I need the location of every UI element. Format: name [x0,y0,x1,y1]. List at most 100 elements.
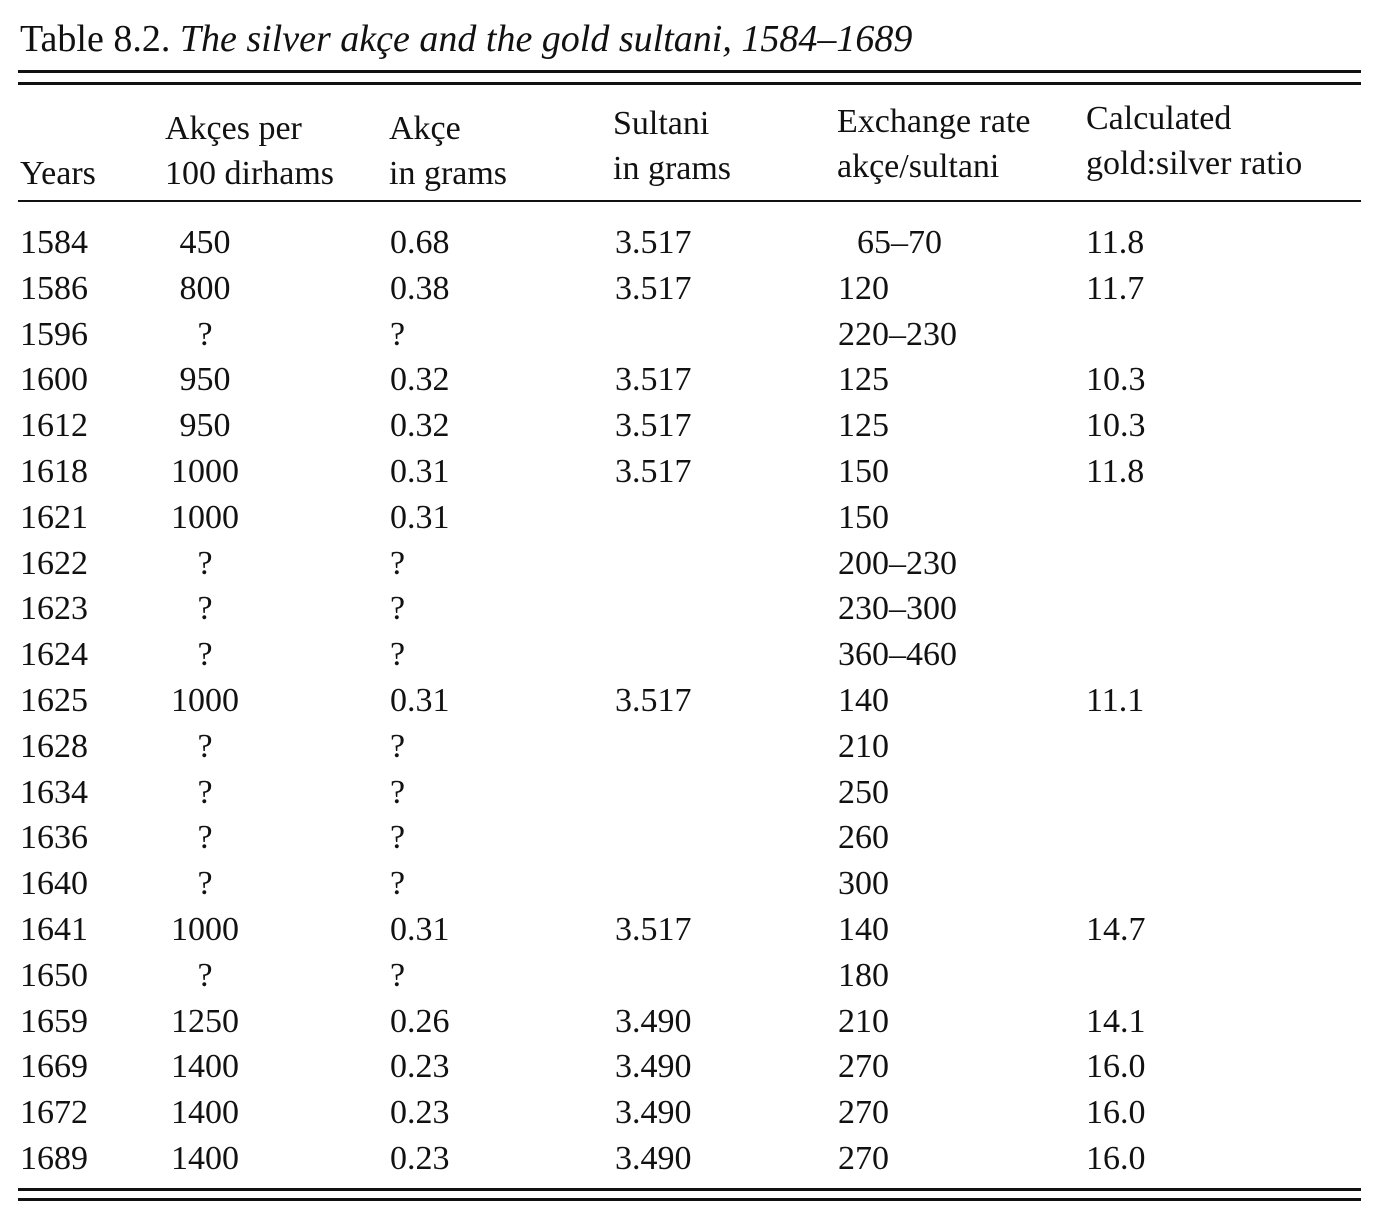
table-row: 1622?? 200–230 [0,541,1397,587]
cell-akce-in-grams: ? [390,819,406,857]
cell-gold-silver-ratio: 10.3 [1086,407,1146,445]
table-row: 1625 1000 0.31 3.517 140 11.1 [0,678,1397,724]
header-sultani-line2: in grams [613,150,732,187]
cell-exchange-rate: 300 [838,865,889,903]
cell-year: 1621 [20,498,88,536]
cell-gold-silver-ratio: 11.8 [1086,453,1145,490]
table-row: 1618 1000 0.31 3.517 150 11.8 [0,449,1397,495]
cell-exchange-rate: 150 [838,453,889,490]
cell-sultani-in-grams: 3.517 [615,361,692,399]
cell-gold-silver-ratio: 11.7 [1086,269,1145,307]
header-exchange-line2: akçe/sultani [837,148,1000,185]
table-row: 1621 1000 0.31 150 [0,495,1397,541]
table-row: 1600 950 0.32 3.517 125 10.3 [0,357,1397,403]
table-row: 1650?? 180 [0,953,1397,999]
cell-akce-in-grams: 0.23 [390,1048,450,1086]
cell-akce-in-grams: 0.68 [390,224,450,261]
cell-sultani-in-grams: 3.490 [615,1094,692,1132]
cell-year: 1600 [20,361,88,399]
cell-sultani-in-grams: 3.517 [615,453,692,490]
cell-sultani-in-grams: 3.517 [615,269,692,307]
top-rule-upper [18,70,1361,73]
table-row: 1669 1400 0.23 3.490 270 16.0 [0,1044,1397,1090]
header-years-line2: Years [20,155,96,192]
cell-exchange-rate: 270 [838,1094,889,1132]
cell-year: 1618 [20,453,88,490]
cell-year: 1634 [20,773,88,811]
cell-year: 1584 [20,224,88,261]
cell-akce-in-grams: 0.26 [390,1002,450,1040]
header-akce-grams-line2: in grams [389,155,508,192]
cell-year: 1689 [20,1140,88,1177]
cell-year: 1640 [20,865,88,903]
header-bottom-rule [18,200,1361,202]
cell-sultani-in-grams: 3.517 [615,682,692,719]
cell-exchange-rate: 150 [838,498,889,536]
table-row: 1636?? 260 [0,815,1397,861]
cell-akce-in-grams: 0.31 [390,453,450,490]
cell-akce-in-grams: 0.31 [390,682,450,719]
cell-gold-silver-ratio: 14.1 [1086,1002,1146,1040]
cell-gold-silver-ratio: 16.0 [1086,1094,1146,1132]
table-caption: Table 8.2. The silver akçe and the gold … [20,14,912,64]
table-row: 1612 950 0.32 3.517 125 10.3 [0,403,1397,449]
table-row: 1628?? 210 [0,724,1397,770]
cell-exchange-rate: 210 [838,727,889,765]
cell-akce-in-grams: ? [390,636,406,674]
table-row: 1672 1400 0.23 3.490 270 16.0 [0,1090,1397,1136]
cell-gold-silver-ratio: 16.0 [1086,1048,1146,1086]
cell-gold-silver-ratio: 16.0 [1086,1140,1146,1177]
cell-gold-silver-ratio: 11.1 [1086,682,1145,719]
cell-exchange-rate: 65–70 [857,224,942,261]
cell-year: 1636 [20,819,88,857]
cell-gold-silver-ratio: 14.7 [1086,911,1146,948]
cell-year: 1586 [20,269,88,307]
cell-year: 1625 [20,682,88,719]
table-row: 1659 1250 0.26 3.490 210 14.1 [0,999,1397,1045]
cell-year: 1612 [20,407,88,445]
cell-exchange-rate: 140 [838,911,889,948]
header-sultani-in-grams: Sultani in grams [613,101,731,191]
cell-exchange-rate: 180 [838,956,889,994]
header-ratio-line1: Calculated [1086,100,1232,137]
cell-year: 1641 [20,911,88,948]
cell-exchange-rate: 140 [838,682,889,719]
cell-exchange-rate: 125 [838,407,889,445]
header-years: Years [20,106,96,196]
bottom-rule-upper [18,1188,1361,1191]
cell-sultani-in-grams: 3.490 [615,1002,692,1040]
cell-akce-in-grams: ? [390,590,406,628]
cell-akce-in-grams: 0.38 [390,269,450,307]
cell-gold-silver-ratio: 10.3 [1086,361,1146,399]
cell-year: 1669 [20,1048,88,1086]
table-row: 1689 1400 0.23 3.490 270 16.0 [0,1136,1397,1182]
cell-sultani-in-grams: 3.490 [615,1140,692,1177]
cell-akce-in-grams: 0.32 [390,361,450,399]
cell-exchange-rate: 270 [838,1048,889,1086]
cell-year: 1624 [20,636,88,674]
cell-akce-in-grams: ? [390,865,406,903]
cell-year: 1623 [20,590,88,628]
cell-year: 1672 [20,1094,88,1132]
cell-akce-in-grams: ? [390,727,406,765]
header-akce-in-grams: Akçe in grams [389,106,507,196]
cell-akce-in-grams: 0.31 [390,498,450,536]
cell-exchange-rate: 230–300 [838,590,957,628]
table-row: 1586 800 0.38 3.517 120 11.7 [0,266,1397,312]
cell-year: 1628 [20,727,88,765]
cell-exchange-rate: 250 [838,773,889,811]
cell-akce-in-grams: ? [390,956,406,994]
cell-sultani-in-grams: 3.517 [615,407,692,445]
table-row: 1640?? 300 [0,861,1397,907]
cell-year: 1596 [20,315,88,353]
header-akces-line2: 100 dirhams [165,155,335,192]
header-sultani-line1: Sultani [613,105,710,142]
table-row: 1584 450 0.68 3.517 65–70 11.8 [0,220,1397,266]
table-row: 1641 1000 0.31 3.517 140 14.7 [0,907,1397,953]
table-row: 1596?? 220–230 [0,312,1397,358]
header-ratio-line2: gold:silver ratio [1086,145,1303,182]
table-row: 1634?? 250 [0,770,1397,816]
header-gold-silver-ratio: Calculated gold:silver ratio [1086,96,1302,186]
cell-sultani-in-grams: 3.517 [615,911,692,948]
